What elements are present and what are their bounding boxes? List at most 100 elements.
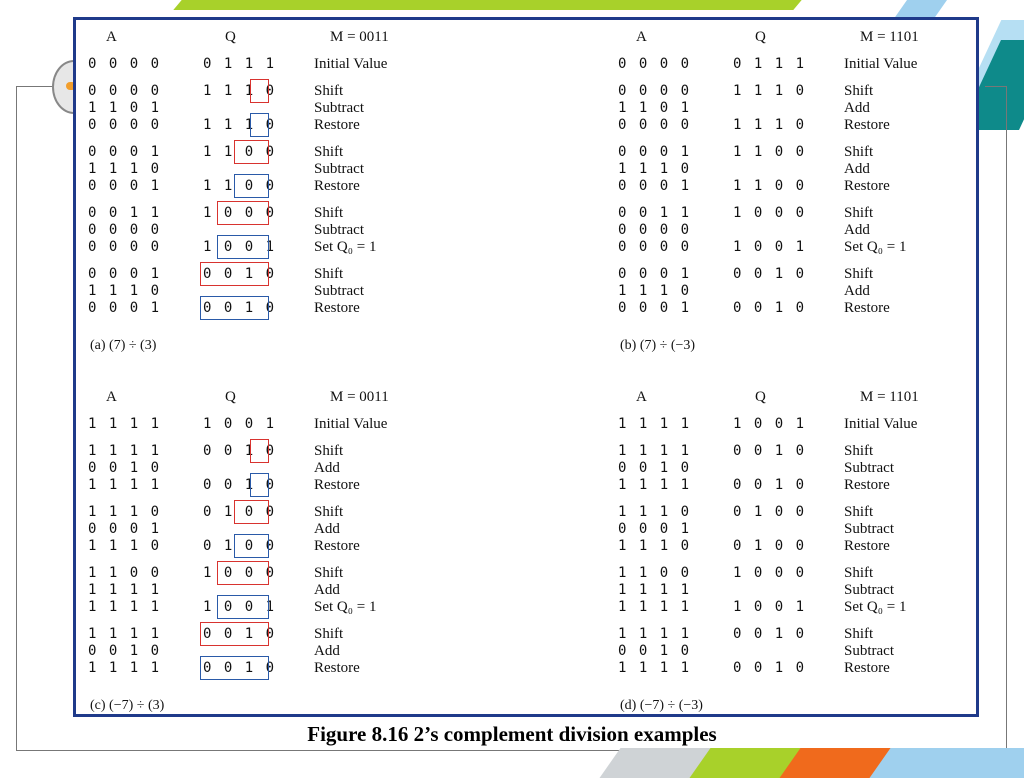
register-q-value: 0 1 0 0 (733, 538, 807, 554)
register-q-value: 1 1 1 0 (203, 83, 277, 99)
restored-bits-highlight (233, 534, 270, 558)
step-label: Restore (844, 300, 890, 316)
register-q-value: 1 0 0 0 (733, 565, 807, 581)
division-panel: A Q M = 1101 0 0 0 0 0 1 1 1 Initial Value 0 0… (606, 20, 976, 360)
register-a-value: 0 0 0 0 (88, 56, 162, 72)
step-label: Subtract (844, 460, 894, 476)
register-q-value: 1 1 0 0 (733, 144, 807, 160)
restored-bits-highlight (216, 235, 270, 259)
column-header-q: Q (225, 389, 236, 405)
register-q-value: 0 0 1 0 (733, 660, 807, 676)
panel-caption: (a) (7) ÷ (3) (90, 338, 157, 353)
register-a-value: 0 0 0 1 (88, 266, 162, 282)
register-a-value: 1 1 1 1 (88, 582, 162, 598)
shifted-bits-highlight (233, 140, 270, 164)
restored-bits-highlight (250, 473, 270, 497)
register-q-value: 1 1 0 0 (203, 144, 277, 160)
register-q-value: 1 0 0 0 (203, 565, 277, 581)
register-a-value: 0 0 0 0 (618, 222, 692, 238)
step-label: Subtract (314, 161, 364, 177)
step-label: Set Q₀ = 1 (314, 239, 377, 255)
column-header-m: M = 0011 (330, 389, 389, 405)
column-header-m: M = 1101 (860, 389, 919, 405)
register-a-value: 1 1 1 0 (618, 161, 692, 177)
panel-caption: (d) (−7) ÷ (−3) (620, 698, 703, 713)
register-a-value: 0 0 0 1 (88, 521, 162, 537)
step-label: Shift (844, 83, 874, 99)
register-a-value: 1 1 1 0 (618, 504, 692, 520)
step-label: Add (844, 222, 870, 238)
register-a-value: 1 1 1 1 (618, 599, 692, 615)
register-q-value: 0 1 0 0 (733, 504, 807, 520)
figure-panel: A Q M = 0011 0 0 0 0 0 1 1 1 Initial Value 0 0… (73, 17, 979, 717)
step-label: Shift (844, 205, 874, 221)
shifted-bits-highlight (200, 622, 270, 646)
step-label: Shift (314, 266, 344, 282)
register-q-value: 0 1 0 0 (203, 538, 277, 554)
step-label: Shift (844, 626, 874, 642)
register-a-value: 1 1 1 1 (88, 416, 162, 432)
register-a-value: 1 1 1 0 (88, 283, 162, 299)
register-q-value: 1 0 0 1 (733, 416, 807, 432)
register-a-value: 0 0 0 1 (618, 144, 692, 160)
register-q-value: 1 0 0 1 (203, 599, 277, 615)
register-a-value: 1 1 1 1 (618, 477, 692, 493)
register-q-value: 0 1 1 1 (733, 56, 807, 72)
step-label: Shift (844, 266, 874, 282)
column-header-a: A (106, 389, 117, 405)
step-label: Add (844, 283, 870, 299)
register-a-value: 0 0 0 0 (618, 56, 692, 72)
register-a-value: 0 0 0 1 (88, 144, 162, 160)
step-label: Shift (844, 443, 874, 459)
shifted-bits-highlight (250, 439, 270, 463)
slide-frame-line (1006, 86, 1007, 750)
step-label: Shift (314, 443, 344, 459)
restored-bits-highlight (200, 296, 270, 320)
register-a-value: 0 0 0 1 (618, 266, 692, 282)
register-a-value: 1 1 1 0 (88, 538, 162, 554)
register-q-value: 0 0 1 0 (203, 477, 277, 493)
register-q-value: 0 0 1 0 (733, 443, 807, 459)
step-label: Shift (314, 205, 344, 221)
restored-bits-highlight (233, 174, 270, 198)
register-q-value: 0 0 1 0 (733, 477, 807, 493)
register-a-value: 0 0 1 0 (88, 460, 162, 476)
step-label: Restore (314, 300, 360, 316)
register-a-value: 1 1 1 0 (88, 161, 162, 177)
register-q-value: 1 1 1 0 (733, 83, 807, 99)
register-a-value: 0 0 0 0 (88, 117, 162, 133)
step-label: Restore (844, 660, 890, 676)
register-a-value: 0 0 1 0 (88, 643, 162, 659)
register-q-value: 1 0 0 1 (733, 599, 807, 615)
register-a-value: 1 1 1 0 (88, 504, 162, 520)
step-label: Restore (314, 117, 360, 133)
step-label: Set Q₀ = 1 (844, 239, 907, 255)
register-q-value: 1 0 0 1 (203, 416, 277, 432)
step-label: Shift (314, 504, 344, 520)
register-q-value: 1 0 0 0 (733, 205, 807, 221)
step-label: Shift (314, 83, 344, 99)
step-label: Subtract (844, 582, 894, 598)
register-q-value: 0 0 1 0 (733, 300, 807, 316)
step-label: Set Q₀ = 1 (844, 599, 907, 615)
step-label: Restore (314, 477, 360, 493)
step-label: Add (314, 521, 340, 537)
register-a-value: 0 0 0 0 (618, 83, 692, 99)
register-a-value: 0 0 0 1 (88, 300, 162, 316)
step-label: Add (314, 582, 340, 598)
step-label: Initial Value (314, 416, 388, 432)
division-panel: A Q M = 1101 1 1 1 1 1 0 0 1 Initial Value 1 1… (606, 380, 976, 720)
step-label: Shift (314, 565, 344, 581)
register-a-value: 0 0 1 0 (618, 643, 692, 659)
register-q-value: 1 1 0 0 (203, 178, 277, 194)
division-panel: A Q M = 0011 0 0 0 0 0 1 1 1 Initial Value 0 0… (76, 20, 446, 360)
register-a-value: 1 1 1 1 (618, 626, 692, 642)
register-q-value: 0 0 1 0 (203, 266, 277, 282)
step-label: Restore (844, 178, 890, 194)
slide-frame-line (985, 86, 1007, 87)
register-a-value: 0 0 0 0 (618, 117, 692, 133)
column-header-a: A (636, 389, 647, 405)
step-label: Add (844, 100, 870, 116)
register-a-value: 0 0 1 1 (618, 205, 692, 221)
register-a-value: 0 0 0 1 (88, 178, 162, 194)
